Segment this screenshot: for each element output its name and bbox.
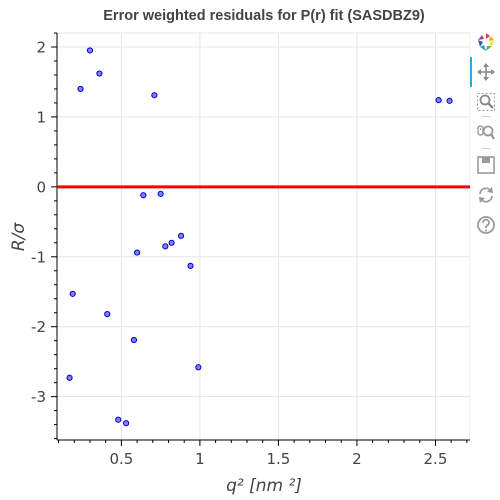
data-point bbox=[195, 364, 202, 371]
y-tick-label: -2 bbox=[31, 318, 46, 336]
x-tick-label: 2 bbox=[352, 450, 362, 468]
data-points bbox=[66, 47, 453, 427]
x-tick-label: 0.5 bbox=[109, 450, 133, 468]
data-point bbox=[77, 85, 84, 93]
data-point bbox=[130, 336, 138, 344]
data-point bbox=[133, 249, 141, 256]
y-tick-label: -1 bbox=[31, 248, 46, 266]
chart-title: Error weighted residuals for P(r) fit (S… bbox=[103, 8, 425, 24]
y-tick-label: 0 bbox=[36, 178, 46, 196]
data-point bbox=[187, 262, 194, 269]
data-point bbox=[86, 47, 94, 54]
y-tick-label: -3 bbox=[31, 388, 46, 406]
plot-frame bbox=[56, 32, 470, 441]
bokeh-logo-icon[interactable] bbox=[475, 31, 497, 53]
wheel-zoom-icon[interactable] bbox=[475, 122, 497, 144]
grid-lines bbox=[57, 33, 470, 440]
data-point bbox=[435, 97, 442, 104]
x-axis-ticks: 0.5 1 1.5 2 2.5 bbox=[58, 440, 468, 468]
help-icon[interactable] bbox=[475, 214, 497, 236]
residuals-chart: Error weighted residuals for P(r) fit (S… bbox=[9, 8, 470, 496]
data-point bbox=[151, 92, 158, 99]
data-point bbox=[66, 374, 73, 381]
active-tool-indicator bbox=[470, 57, 472, 87]
y-axis-ticks: 2 1 0 -1 -2 -3 bbox=[31, 32, 57, 440]
y-axis-label: R/σ bbox=[9, 222, 29, 252]
plot-toolbar bbox=[470, 28, 500, 268]
box-zoom-icon[interactable] bbox=[475, 91, 497, 113]
pan-icon[interactable] bbox=[475, 61, 497, 83]
toolbar-separator bbox=[482, 116, 490, 117]
data-point bbox=[157, 190, 164, 197]
data-point bbox=[177, 232, 185, 239]
data-point bbox=[446, 97, 453, 104]
toolbar-separator bbox=[482, 148, 490, 149]
x-tick-label: 1 bbox=[195, 450, 205, 468]
x-tick-label: 1.5 bbox=[266, 450, 290, 468]
y-tick-label: 2 bbox=[36, 38, 46, 56]
data-point bbox=[104, 311, 111, 318]
save-icon[interactable] bbox=[475, 154, 497, 176]
x-axis-label: q² [nm ²] bbox=[226, 476, 302, 496]
axes bbox=[56, 33, 470, 441]
data-point bbox=[69, 290, 76, 297]
y-tick-label: 1 bbox=[36, 108, 46, 126]
data-point bbox=[96, 70, 103, 77]
data-point bbox=[162, 243, 169, 250]
data-point bbox=[168, 239, 175, 246]
data-point bbox=[140, 192, 147, 199]
data-point bbox=[122, 420, 130, 427]
x-tick-label: 2.5 bbox=[424, 450, 448, 468]
reset-icon[interactable] bbox=[475, 184, 497, 206]
data-point bbox=[115, 416, 122, 423]
